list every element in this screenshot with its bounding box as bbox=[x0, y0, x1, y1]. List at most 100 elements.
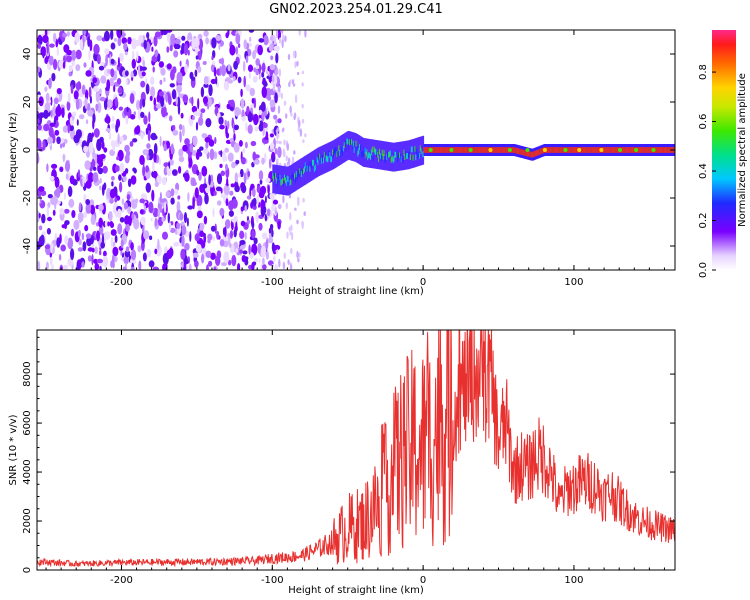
ridge-core bbox=[584, 147, 587, 153]
noise-speckle bbox=[99, 250, 102, 256]
noise-speckle bbox=[68, 198, 75, 208]
noise-speckle bbox=[51, 163, 58, 169]
noise-speckle bbox=[267, 185, 270, 195]
noise-speckle bbox=[264, 213, 268, 222]
ridge-core bbox=[575, 147, 578, 153]
ridge-core bbox=[348, 144, 350, 150]
colorbar-tick-label: 0.2 bbox=[698, 213, 709, 229]
ridge-core bbox=[418, 152, 420, 159]
noise-speckle bbox=[220, 170, 226, 176]
ridge-core bbox=[657, 147, 660, 153]
ridge-halo bbox=[331, 141, 333, 170]
noise-speckle bbox=[97, 165, 100, 171]
noise-speckle bbox=[99, 266, 102, 270]
noise-speckle bbox=[287, 157, 291, 165]
noise-speckle bbox=[127, 36, 132, 45]
ridge-core bbox=[344, 139, 347, 146]
noise-speckle bbox=[55, 186, 61, 199]
noise-speckle bbox=[219, 207, 225, 217]
ridge-halo bbox=[357, 134, 359, 164]
noise-speckle bbox=[37, 139, 42, 150]
noise-speckle bbox=[133, 111, 136, 116]
noise-speckle bbox=[274, 147, 278, 155]
noise-speckle bbox=[150, 86, 156, 98]
noise-speckle bbox=[276, 131, 279, 140]
ridge-core bbox=[328, 150, 330, 157]
noise-speckle bbox=[298, 30, 301, 36]
ridge-halo bbox=[380, 140, 383, 170]
ridge-core bbox=[480, 147, 482, 153]
noise-speckle bbox=[202, 183, 208, 189]
noise-speckle bbox=[301, 118, 305, 124]
noise-speckle bbox=[240, 88, 243, 98]
ridge-core bbox=[274, 172, 276, 179]
ridge-core bbox=[409, 154, 412, 160]
noise-speckle bbox=[258, 73, 261, 80]
noise-speckle bbox=[182, 144, 188, 152]
ridge-core bbox=[656, 147, 658, 153]
ridge-core bbox=[608, 147, 610, 153]
noise-speckle bbox=[272, 199, 279, 205]
ridge-core bbox=[342, 150, 344, 156]
ridge-core bbox=[530, 151, 532, 158]
noise-speckle bbox=[252, 50, 256, 60]
noise-speckle bbox=[110, 42, 116, 50]
ridge-core bbox=[631, 147, 634, 153]
spectrogram-image bbox=[37, 30, 675, 270]
ridge-core bbox=[604, 147, 606, 153]
ridge-core bbox=[399, 152, 401, 159]
noise-speckle bbox=[256, 195, 260, 206]
noise-speckle bbox=[143, 115, 148, 125]
noise-speckle bbox=[243, 172, 247, 185]
noise-speckle bbox=[253, 159, 260, 165]
noise-speckle bbox=[277, 203, 282, 210]
y-tick-label: 2000 bbox=[22, 508, 33, 533]
ridge-halo bbox=[349, 131, 351, 161]
ridge-core bbox=[454, 147, 456, 153]
noise-speckle bbox=[184, 172, 190, 182]
noise-speckle bbox=[278, 37, 282, 44]
noise-speckle bbox=[170, 69, 175, 81]
noise-speckle bbox=[249, 87, 255, 97]
ridge-core bbox=[502, 147, 504, 153]
ridge-core bbox=[572, 147, 575, 153]
noise-speckle bbox=[293, 112, 297, 119]
noise-speckle bbox=[255, 69, 259, 76]
noise-speckle bbox=[197, 66, 202, 73]
noise-speckle bbox=[162, 208, 165, 217]
ridge-core bbox=[614, 147, 616, 153]
noise-speckle bbox=[294, 61, 297, 69]
noise-speckle bbox=[187, 205, 194, 210]
noise-speckle bbox=[117, 86, 123, 94]
noise-speckle bbox=[237, 263, 241, 270]
ridge-core bbox=[332, 152, 335, 158]
ridge-sparkle bbox=[577, 148, 582, 152]
noise-speckle bbox=[202, 61, 207, 65]
ridge-core bbox=[485, 147, 488, 153]
noise-speckle bbox=[163, 111, 168, 116]
y-tick-label: -40 bbox=[22, 238, 33, 254]
noise-speckle bbox=[261, 62, 266, 73]
noise-speckle bbox=[215, 76, 218, 85]
ridge-core bbox=[339, 150, 341, 156]
noise-speckle bbox=[53, 32, 57, 43]
noise-speckle bbox=[87, 172, 94, 183]
ridge-core bbox=[526, 150, 529, 157]
noise-speckle bbox=[85, 199, 91, 205]
noise-speckle bbox=[225, 219, 231, 229]
noise-speckle bbox=[56, 237, 61, 248]
noise-speckle bbox=[92, 113, 96, 124]
ridge-halo bbox=[418, 136, 421, 166]
noise-speckle bbox=[145, 127, 149, 135]
ridge-core bbox=[345, 145, 348, 152]
noise-speckle bbox=[149, 95, 153, 102]
noise-speckle bbox=[43, 123, 50, 132]
noise-speckle bbox=[125, 246, 130, 253]
ridge-core bbox=[592, 147, 595, 153]
noise-speckle bbox=[249, 36, 252, 42]
noise-speckle bbox=[59, 264, 64, 270]
spectrogram-y-axis: -40 -20 0 20 40 bbox=[22, 48, 675, 254]
ridge-core bbox=[663, 147, 665, 153]
noise-speckle bbox=[278, 68, 282, 78]
noise-speckle bbox=[196, 200, 200, 207]
